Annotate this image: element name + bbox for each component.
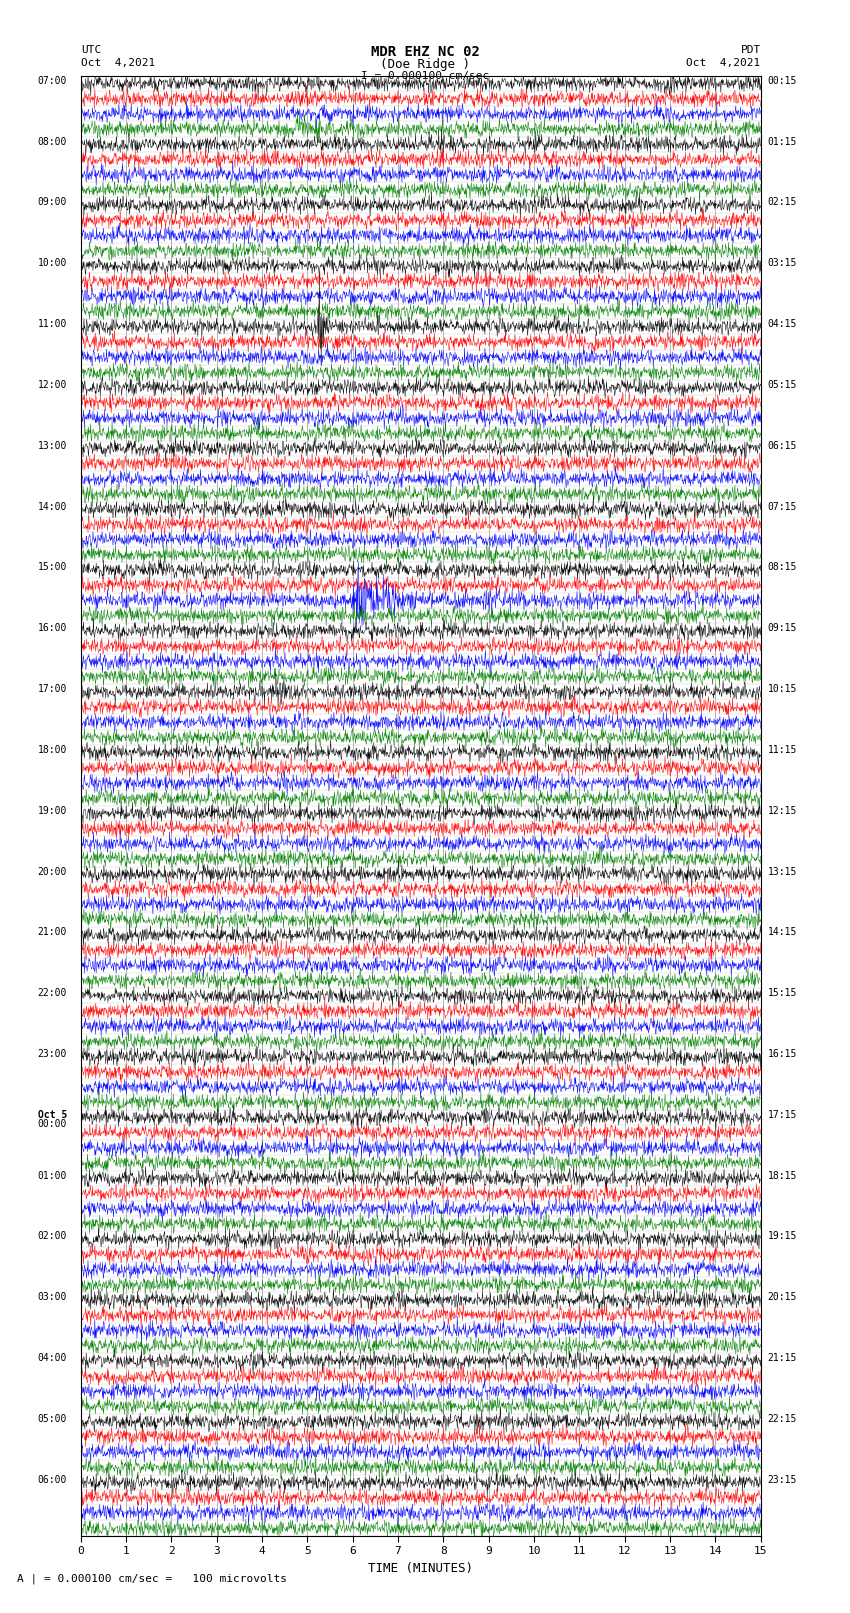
Text: 10:15: 10:15 (768, 684, 797, 694)
Text: 04:15: 04:15 (768, 319, 797, 329)
Text: 22:15: 22:15 (768, 1415, 797, 1424)
Text: 08:15: 08:15 (768, 563, 797, 573)
Text: 06:00: 06:00 (37, 1474, 67, 1484)
Text: 18:00: 18:00 (37, 745, 67, 755)
Text: 19:00: 19:00 (37, 806, 67, 816)
Text: 21:00: 21:00 (37, 927, 67, 937)
Text: 16:00: 16:00 (37, 623, 67, 634)
Text: 05:00: 05:00 (37, 1415, 67, 1424)
Text: Oct  4,2021: Oct 4,2021 (687, 58, 761, 68)
Text: 23:00: 23:00 (37, 1048, 67, 1060)
Text: 15:00: 15:00 (37, 563, 67, 573)
Text: 13:00: 13:00 (37, 440, 67, 450)
X-axis label: TIME (MINUTES): TIME (MINUTES) (368, 1561, 473, 1574)
Text: 09:15: 09:15 (768, 623, 797, 634)
Text: 23:15: 23:15 (768, 1474, 797, 1484)
Text: 21:15: 21:15 (768, 1353, 797, 1363)
Text: MDR EHZ NC 02: MDR EHZ NC 02 (371, 45, 479, 60)
Text: 20:00: 20:00 (37, 866, 67, 876)
Text: 18:15: 18:15 (768, 1171, 797, 1181)
Text: 10:00: 10:00 (37, 258, 67, 268)
Text: 15:15: 15:15 (768, 989, 797, 998)
Text: 16:15: 16:15 (768, 1048, 797, 1060)
Text: 00:15: 00:15 (768, 76, 797, 85)
Text: 12:15: 12:15 (768, 806, 797, 816)
Text: 00:00: 00:00 (37, 1119, 67, 1129)
Text: UTC: UTC (81, 45, 101, 55)
Text: 12:00: 12:00 (37, 381, 67, 390)
Text: 08:00: 08:00 (37, 137, 67, 147)
Text: 07:00: 07:00 (37, 76, 67, 85)
Text: 04:00: 04:00 (37, 1353, 67, 1363)
Text: 19:15: 19:15 (768, 1231, 797, 1242)
Text: PDT: PDT (740, 45, 761, 55)
Text: I = 0.000100 cm/sec: I = 0.000100 cm/sec (361, 71, 489, 81)
Text: Oct 5: Oct 5 (37, 1110, 67, 1119)
Text: 11:15: 11:15 (768, 745, 797, 755)
Text: 02:15: 02:15 (768, 197, 797, 208)
Text: 01:15: 01:15 (768, 137, 797, 147)
Text: 13:15: 13:15 (768, 866, 797, 876)
Text: 03:00: 03:00 (37, 1292, 67, 1302)
Text: 14:00: 14:00 (37, 502, 67, 511)
Text: Oct  4,2021: Oct 4,2021 (81, 58, 155, 68)
Text: 01:00: 01:00 (37, 1171, 67, 1181)
Text: 14:15: 14:15 (768, 927, 797, 937)
Text: 07:15: 07:15 (768, 502, 797, 511)
Text: 17:15: 17:15 (768, 1110, 797, 1119)
Text: 22:00: 22:00 (37, 989, 67, 998)
Text: 06:15: 06:15 (768, 440, 797, 450)
Text: 17:00: 17:00 (37, 684, 67, 694)
Text: 05:15: 05:15 (768, 381, 797, 390)
Text: (Doe Ridge ): (Doe Ridge ) (380, 58, 470, 71)
Text: 03:15: 03:15 (768, 258, 797, 268)
Text: 20:15: 20:15 (768, 1292, 797, 1302)
Text: 09:00: 09:00 (37, 197, 67, 208)
Text: A | = 0.000100 cm/sec =   100 microvolts: A | = 0.000100 cm/sec = 100 microvolts (17, 1573, 287, 1584)
Text: 02:00: 02:00 (37, 1231, 67, 1242)
Text: 11:00: 11:00 (37, 319, 67, 329)
